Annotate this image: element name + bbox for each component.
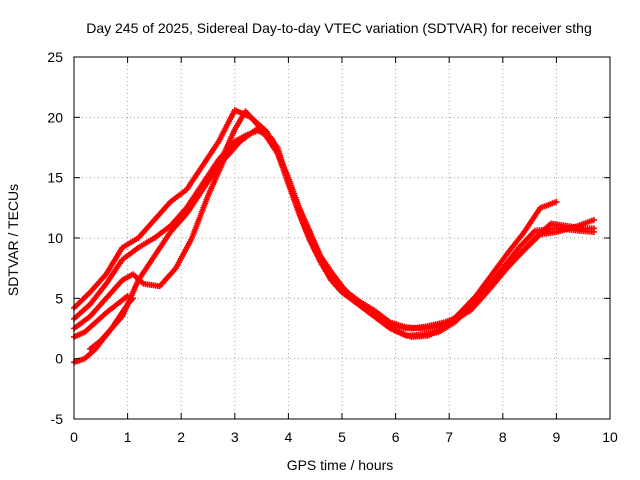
series-arc-3	[71, 126, 597, 332]
y-tick-label: 0	[55, 351, 63, 367]
y-tick-label: 20	[47, 109, 63, 125]
x-axis-label: GPS time / hours	[287, 457, 394, 473]
y-tick-label: -5	[51, 411, 64, 427]
x-tick-label: 0	[70, 429, 78, 445]
x-tick-label: 3	[231, 429, 239, 445]
series-layer	[71, 107, 597, 366]
y-tick-label: 15	[47, 170, 63, 186]
x-tick-label: 6	[392, 429, 400, 445]
x-tick-label: 10	[602, 429, 618, 445]
x-tick-label: 2	[177, 429, 185, 445]
x-tick-label: 9	[553, 429, 561, 445]
x-tick-label: 4	[285, 429, 293, 445]
data-point	[590, 225, 597, 232]
series-arc-2	[71, 126, 597, 339]
x-tick-label: 7	[445, 429, 453, 445]
series-arc-6	[87, 295, 136, 353]
y-tick-label: 10	[47, 230, 63, 246]
y-tick-label: 25	[47, 49, 63, 65]
chart-title: Day 245 of 2025, Sidereal Day-to-day VTE…	[86, 20, 592, 36]
data-point	[129, 295, 136, 302]
y-tick-label: 5	[55, 290, 63, 306]
series-arc-4	[71, 108, 597, 366]
axes-frame	[73, 56, 611, 420]
x-tick-label: 5	[338, 429, 346, 445]
x-tick-label: 8	[499, 429, 507, 445]
grid-lines	[74, 57, 610, 419]
y-axis-label: SDTVAR / TECUs	[5, 184, 21, 296]
data-point	[553, 198, 560, 205]
data-point	[124, 292, 131, 299]
tick-labels: 0 1 2 3 4 5 6 7 8 9 10 -5 0 5 10 15 20 25	[47, 49, 618, 445]
x-tick-label: 1	[124, 429, 132, 445]
data-point	[590, 216, 597, 223]
series-arc-1	[71, 107, 560, 340]
